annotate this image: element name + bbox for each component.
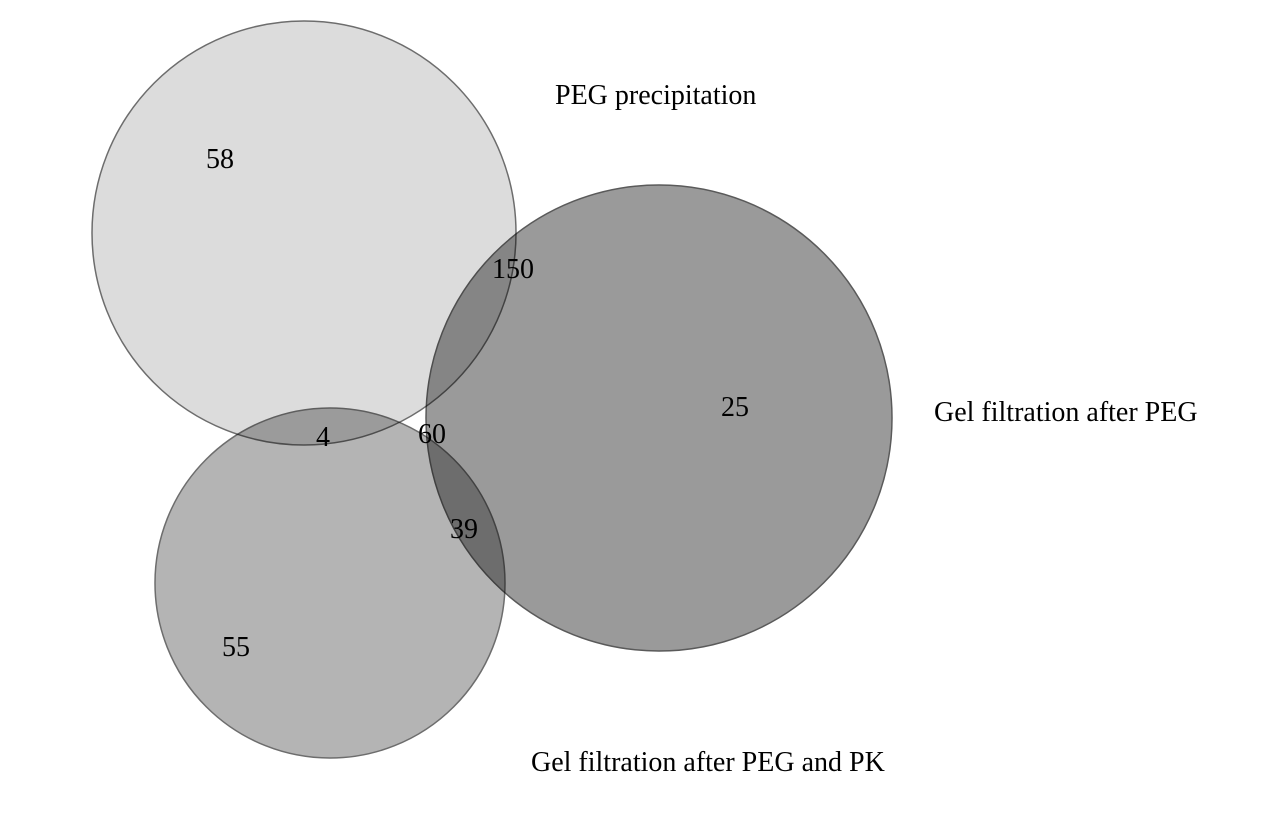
circle-c: [155, 408, 505, 758]
value-only-b: 25: [721, 392, 749, 424]
value-b-and-c: 39: [450, 514, 478, 546]
label-c: Gel filtration after PEG and PK: [531, 747, 885, 779]
value-a-and-c: 4: [316, 422, 330, 454]
value-a-and-b: 150: [492, 254, 534, 286]
venn-diagram: PEG precipitation Gel filtration after P…: [0, 0, 1284, 831]
value-only-c: 55: [222, 632, 250, 664]
value-a-and-b-and-c: 60: [418, 419, 446, 451]
value-only-a: 58: [206, 144, 234, 176]
label-a: PEG precipitation: [555, 80, 756, 112]
label-b: Gel filtration after PEG: [934, 397, 1198, 429]
